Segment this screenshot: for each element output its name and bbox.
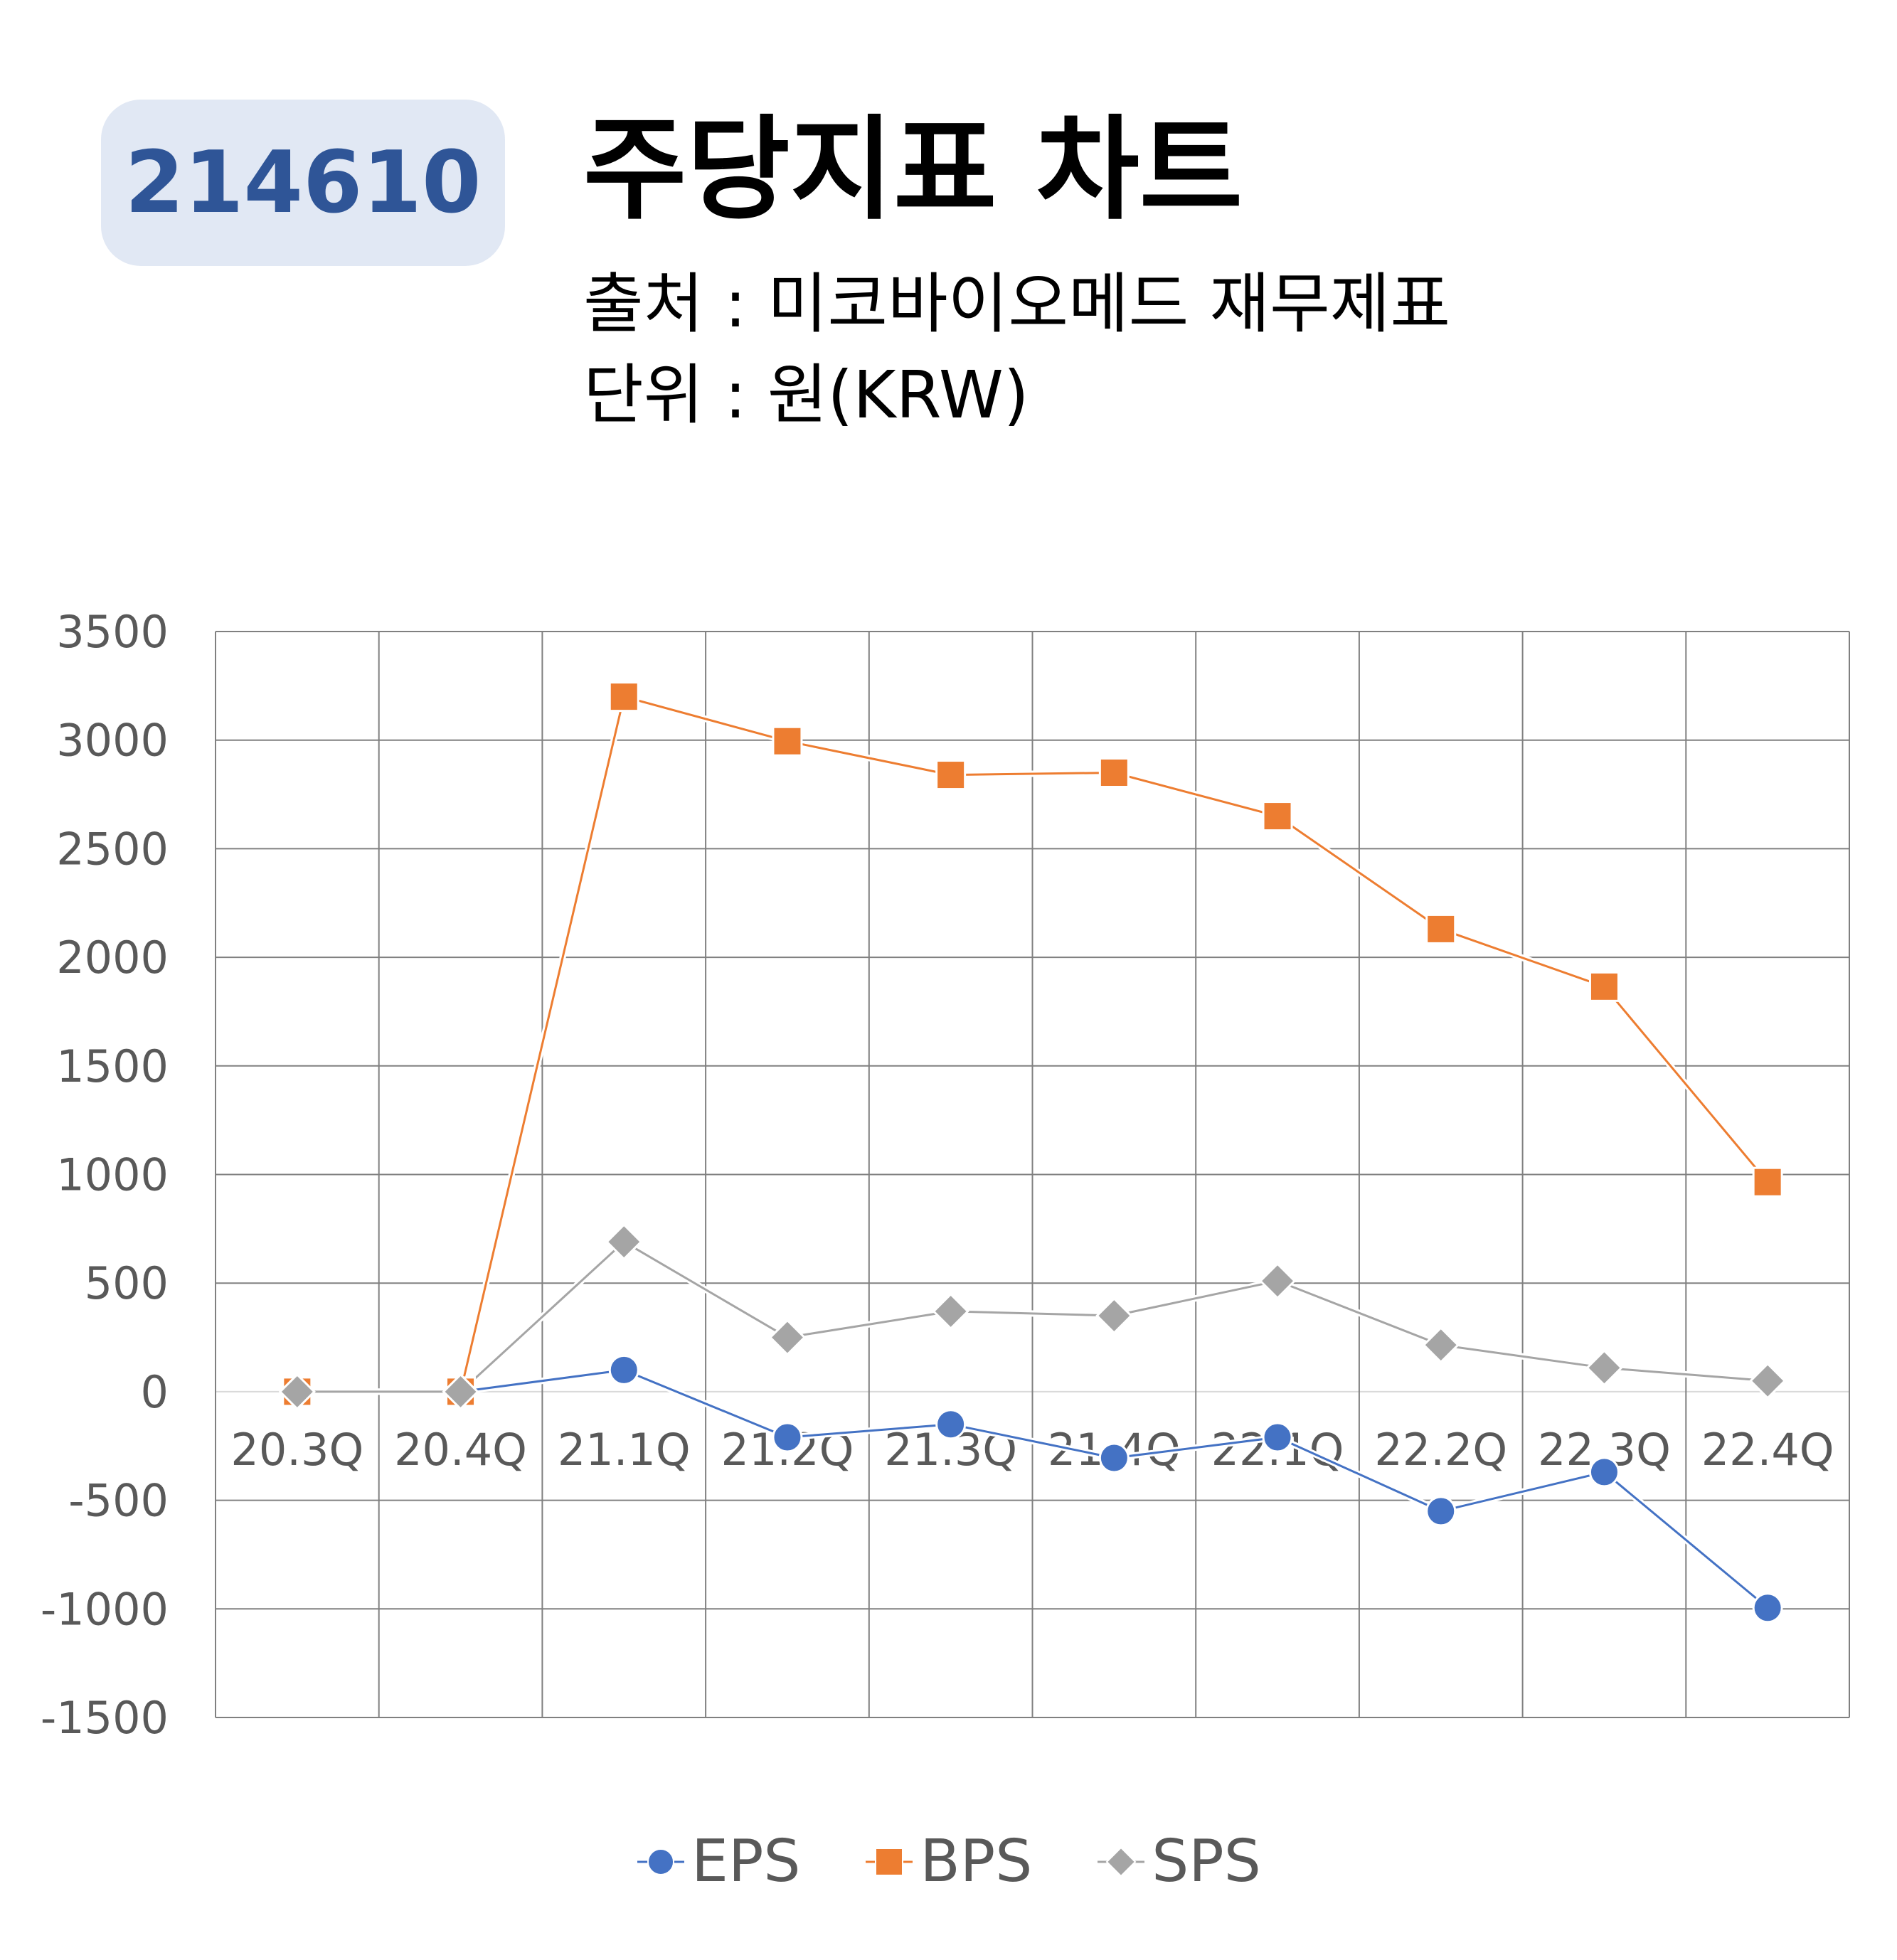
y-tick-label: 500 [85,1257,169,1309]
data-point-eps [1262,1422,1293,1453]
data-point-sps [278,1373,316,1411]
y-tick-label: -1500 [41,1692,169,1744]
chart-title: 주당지표 차트 [583,105,1243,235]
legend-label-eps: EPS [691,1828,801,1895]
data-point-sps [768,1319,807,1356]
x-tick-label: 21.1Q [558,1424,691,1476]
x-tick-label: 22.2Q [1374,1424,1507,1476]
data-point-eps [935,1409,967,1440]
data-point-bps [935,760,967,791]
stock-code-badge: 214610 [101,100,505,266]
data-point-bps [1752,1166,1783,1198]
data-point-sps [932,1292,969,1331]
legend-label-bps: BPS [920,1828,1033,1895]
x-tick-label: 22.4Q [1701,1424,1834,1476]
chart-legend: EPS BPS SPS [0,1828,1897,1895]
source-label: 출처 : 미코바이오메드 재무제표 [583,266,1451,342]
legend-item-sps: SPS [1096,1828,1261,1895]
y-tick-label: 3000 [56,715,169,767]
diamond-marker-icon [1098,1847,1145,1876]
y-tick-label: 3500 [56,606,169,658]
x-tick-label: 20.3Q [230,1424,363,1476]
data-point-bps [608,681,639,713]
data-point-eps [608,1354,639,1385]
data-point-eps [1425,1496,1457,1527]
x-tick-label: 20.4Q [394,1424,527,1476]
data-point-sps [1749,1362,1787,1400]
data-point-eps [1588,1456,1620,1488]
y-tick-label: 2000 [56,932,169,984]
data-point-eps [772,1422,803,1453]
data-point-sps [1258,1262,1297,1300]
unit-label: 단위 : 원(KRW) [583,357,1029,433]
data-point-sps [605,1223,643,1261]
legend-label-sps: SPS [1152,1828,1261,1895]
data-point-sps [1585,1349,1623,1387]
data-point-bps [1588,971,1620,1002]
series-line-eps [297,1368,1769,1609]
square-marker-icon [866,1847,913,1876]
y-tick-label: -500 [68,1475,169,1527]
y-tick-label: 2500 [56,823,169,875]
y-tick-label: -1000 [41,1583,169,1635]
legend-item-eps: EPS [636,1828,800,1895]
data-point-bps [772,725,803,757]
data-point-eps [1098,1442,1130,1474]
data-point-bps [1425,913,1457,944]
series-line-sps [297,1240,1768,1393]
data-point-sps [1095,1296,1133,1335]
series-line-bps [297,695,1769,1393]
y-tick-label: 0 [141,1366,169,1418]
legend-item-bps: BPS [864,1828,1032,1895]
y-tick-label: 1000 [56,1149,169,1201]
data-point-bps [1262,801,1293,832]
data-point-bps [1098,757,1130,789]
circle-marker-icon [637,1848,685,1875]
data-point-eps [1752,1592,1783,1624]
data-point-sps [442,1373,479,1411]
y-tick-label: 1500 [56,1040,169,1092]
data-point-sps [1422,1326,1460,1364]
